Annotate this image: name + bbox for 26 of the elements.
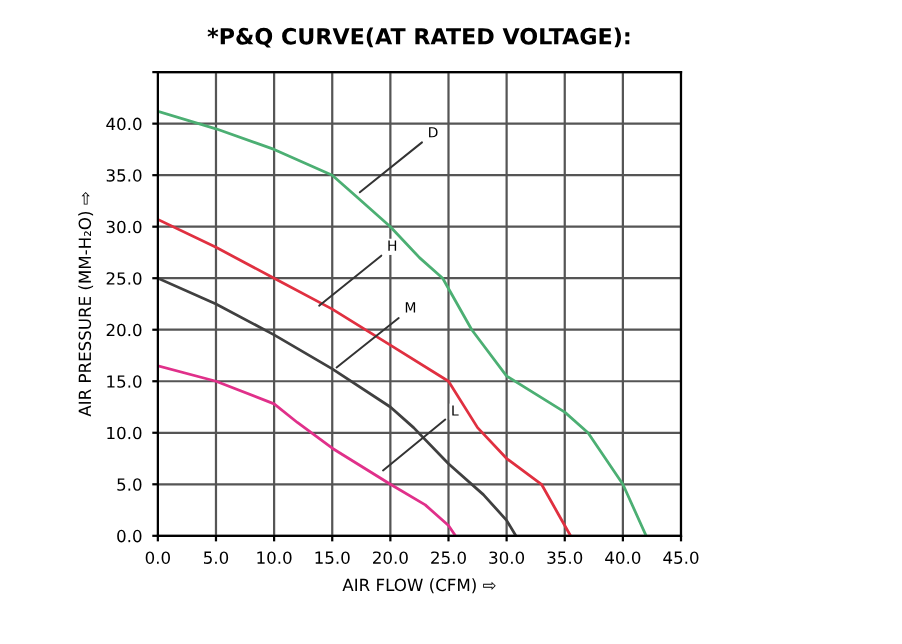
x-tick-label: 45.0 xyxy=(663,551,699,564)
x-tick-label: 5.0 xyxy=(204,551,229,564)
y-tick-label: 30.0 xyxy=(106,220,142,234)
x-tick-label: 20.0 xyxy=(373,551,408,564)
x-tick-label: 0.0 xyxy=(145,551,170,564)
chart-title: *P&Q CURVE(AT RATED VOLTAGE): xyxy=(207,27,630,48)
y-tick-label: 25.0 xyxy=(106,272,142,285)
x-tick-label: 40.0 xyxy=(605,551,641,564)
x-tick-label: 15.0 xyxy=(315,551,350,564)
line-series xyxy=(157,364,457,536)
x-tick-label: 30.0 xyxy=(489,551,525,564)
y-axis-title: AIR PRESSURE (MM-H₂O) ⇨ xyxy=(78,192,94,417)
y-tick-label: 15.0 xyxy=(107,375,142,388)
x-tick-label: 10.0 xyxy=(257,551,292,564)
y-tick-label: 35.0 xyxy=(106,169,142,182)
line-series xyxy=(157,109,648,536)
x-tick-label: 35.0 xyxy=(547,551,583,564)
y-tick-label: 0.0 xyxy=(117,529,142,543)
line-series xyxy=(157,218,572,536)
x-tick-label: 25.0 xyxy=(431,551,466,564)
line-series xyxy=(157,276,518,536)
y-tick-label: 20.0 xyxy=(106,323,142,337)
y-tick-label: 10.0 xyxy=(107,426,142,440)
x-axis-title: AIR FLOW (CFM) ⇨ xyxy=(342,578,496,594)
y-tick-label: 5.0 xyxy=(117,478,142,491)
y-tick-label: 40.0 xyxy=(106,117,142,131)
